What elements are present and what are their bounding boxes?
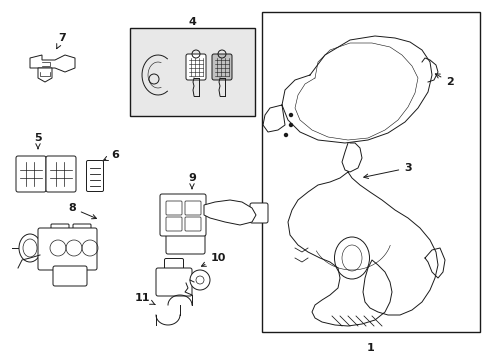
FancyBboxPatch shape: [38, 228, 97, 270]
Text: 8: 8: [68, 203, 96, 219]
Text: 9: 9: [188, 173, 196, 189]
Polygon shape: [38, 68, 52, 82]
Bar: [262, 12, 479, 332]
Circle shape: [190, 270, 209, 290]
Text: 6: 6: [103, 150, 119, 161]
Bar: [130, 28, 254, 116]
FancyBboxPatch shape: [51, 224, 69, 234]
Text: 11: 11: [134, 293, 155, 305]
Circle shape: [289, 113, 292, 117]
FancyBboxPatch shape: [249, 203, 267, 223]
Polygon shape: [203, 200, 256, 225]
FancyBboxPatch shape: [16, 156, 46, 192]
FancyBboxPatch shape: [160, 194, 205, 236]
FancyBboxPatch shape: [86, 161, 103, 192]
Circle shape: [284, 134, 287, 136]
Text: 1: 1: [366, 343, 374, 353]
FancyBboxPatch shape: [185, 54, 205, 80]
Text: 7: 7: [57, 33, 66, 49]
FancyBboxPatch shape: [73, 224, 91, 234]
FancyBboxPatch shape: [156, 268, 192, 296]
Circle shape: [289, 123, 292, 126]
FancyBboxPatch shape: [212, 54, 231, 80]
FancyBboxPatch shape: [164, 258, 183, 274]
Text: 10: 10: [201, 253, 225, 266]
FancyBboxPatch shape: [53, 266, 87, 286]
Text: 4: 4: [188, 17, 196, 27]
Text: 5: 5: [34, 133, 42, 149]
Ellipse shape: [19, 234, 41, 262]
Text: 3: 3: [363, 163, 411, 179]
Polygon shape: [30, 55, 75, 72]
FancyBboxPatch shape: [46, 156, 76, 192]
FancyBboxPatch shape: [165, 232, 204, 254]
Text: 2: 2: [434, 74, 453, 87]
